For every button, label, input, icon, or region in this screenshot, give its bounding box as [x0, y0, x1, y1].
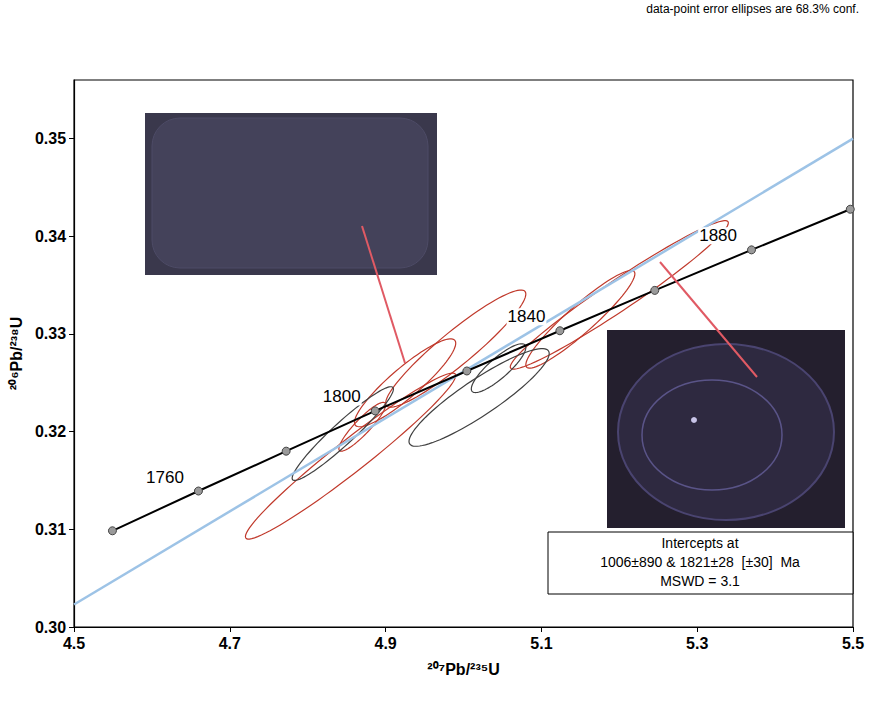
svg-text:0.33: 0.33 [35, 325, 66, 342]
svg-text:0.32: 0.32 [35, 423, 66, 440]
svg-text:1800: 1800 [323, 387, 361, 406]
svg-text:Intercepts at: Intercepts at [661, 535, 738, 551]
svg-text:5.3: 5.3 [686, 635, 708, 652]
svg-text:5.1: 5.1 [530, 635, 552, 652]
svg-text:²⁰⁷Pb/²³⁵U: ²⁰⁷Pb/²³⁵U [427, 661, 500, 678]
svg-text:4.9: 4.9 [374, 635, 396, 652]
svg-text:0.34: 0.34 [35, 228, 66, 245]
svg-text:²⁰⁶Pb/²³⁸U: ²⁰⁶Pb/²³⁸U [8, 317, 25, 390]
svg-text:data-point error ellipses are: data-point error ellipses are 68.3% conf… [646, 2, 859, 16]
svg-text:MSWD = 3.1: MSWD = 3.1 [660, 573, 740, 589]
svg-text:5.5: 5.5 [842, 635, 864, 652]
svg-text:1840: 1840 [508, 307, 546, 326]
svg-text:4.5: 4.5 [63, 635, 85, 652]
svg-text:1760: 1760 [146, 468, 184, 487]
svg-text:1880: 1880 [699, 226, 737, 245]
svg-text:0.30: 0.30 [35, 619, 66, 636]
svg-text:0.31: 0.31 [35, 521, 66, 538]
svg-text:0.35: 0.35 [35, 130, 66, 147]
svg-text:1006±890 & 1821±28 [±30] Ma: 1006±890 & 1821±28 [±30] Ma [600, 554, 800, 570]
svg-text:4.7: 4.7 [219, 635, 241, 652]
